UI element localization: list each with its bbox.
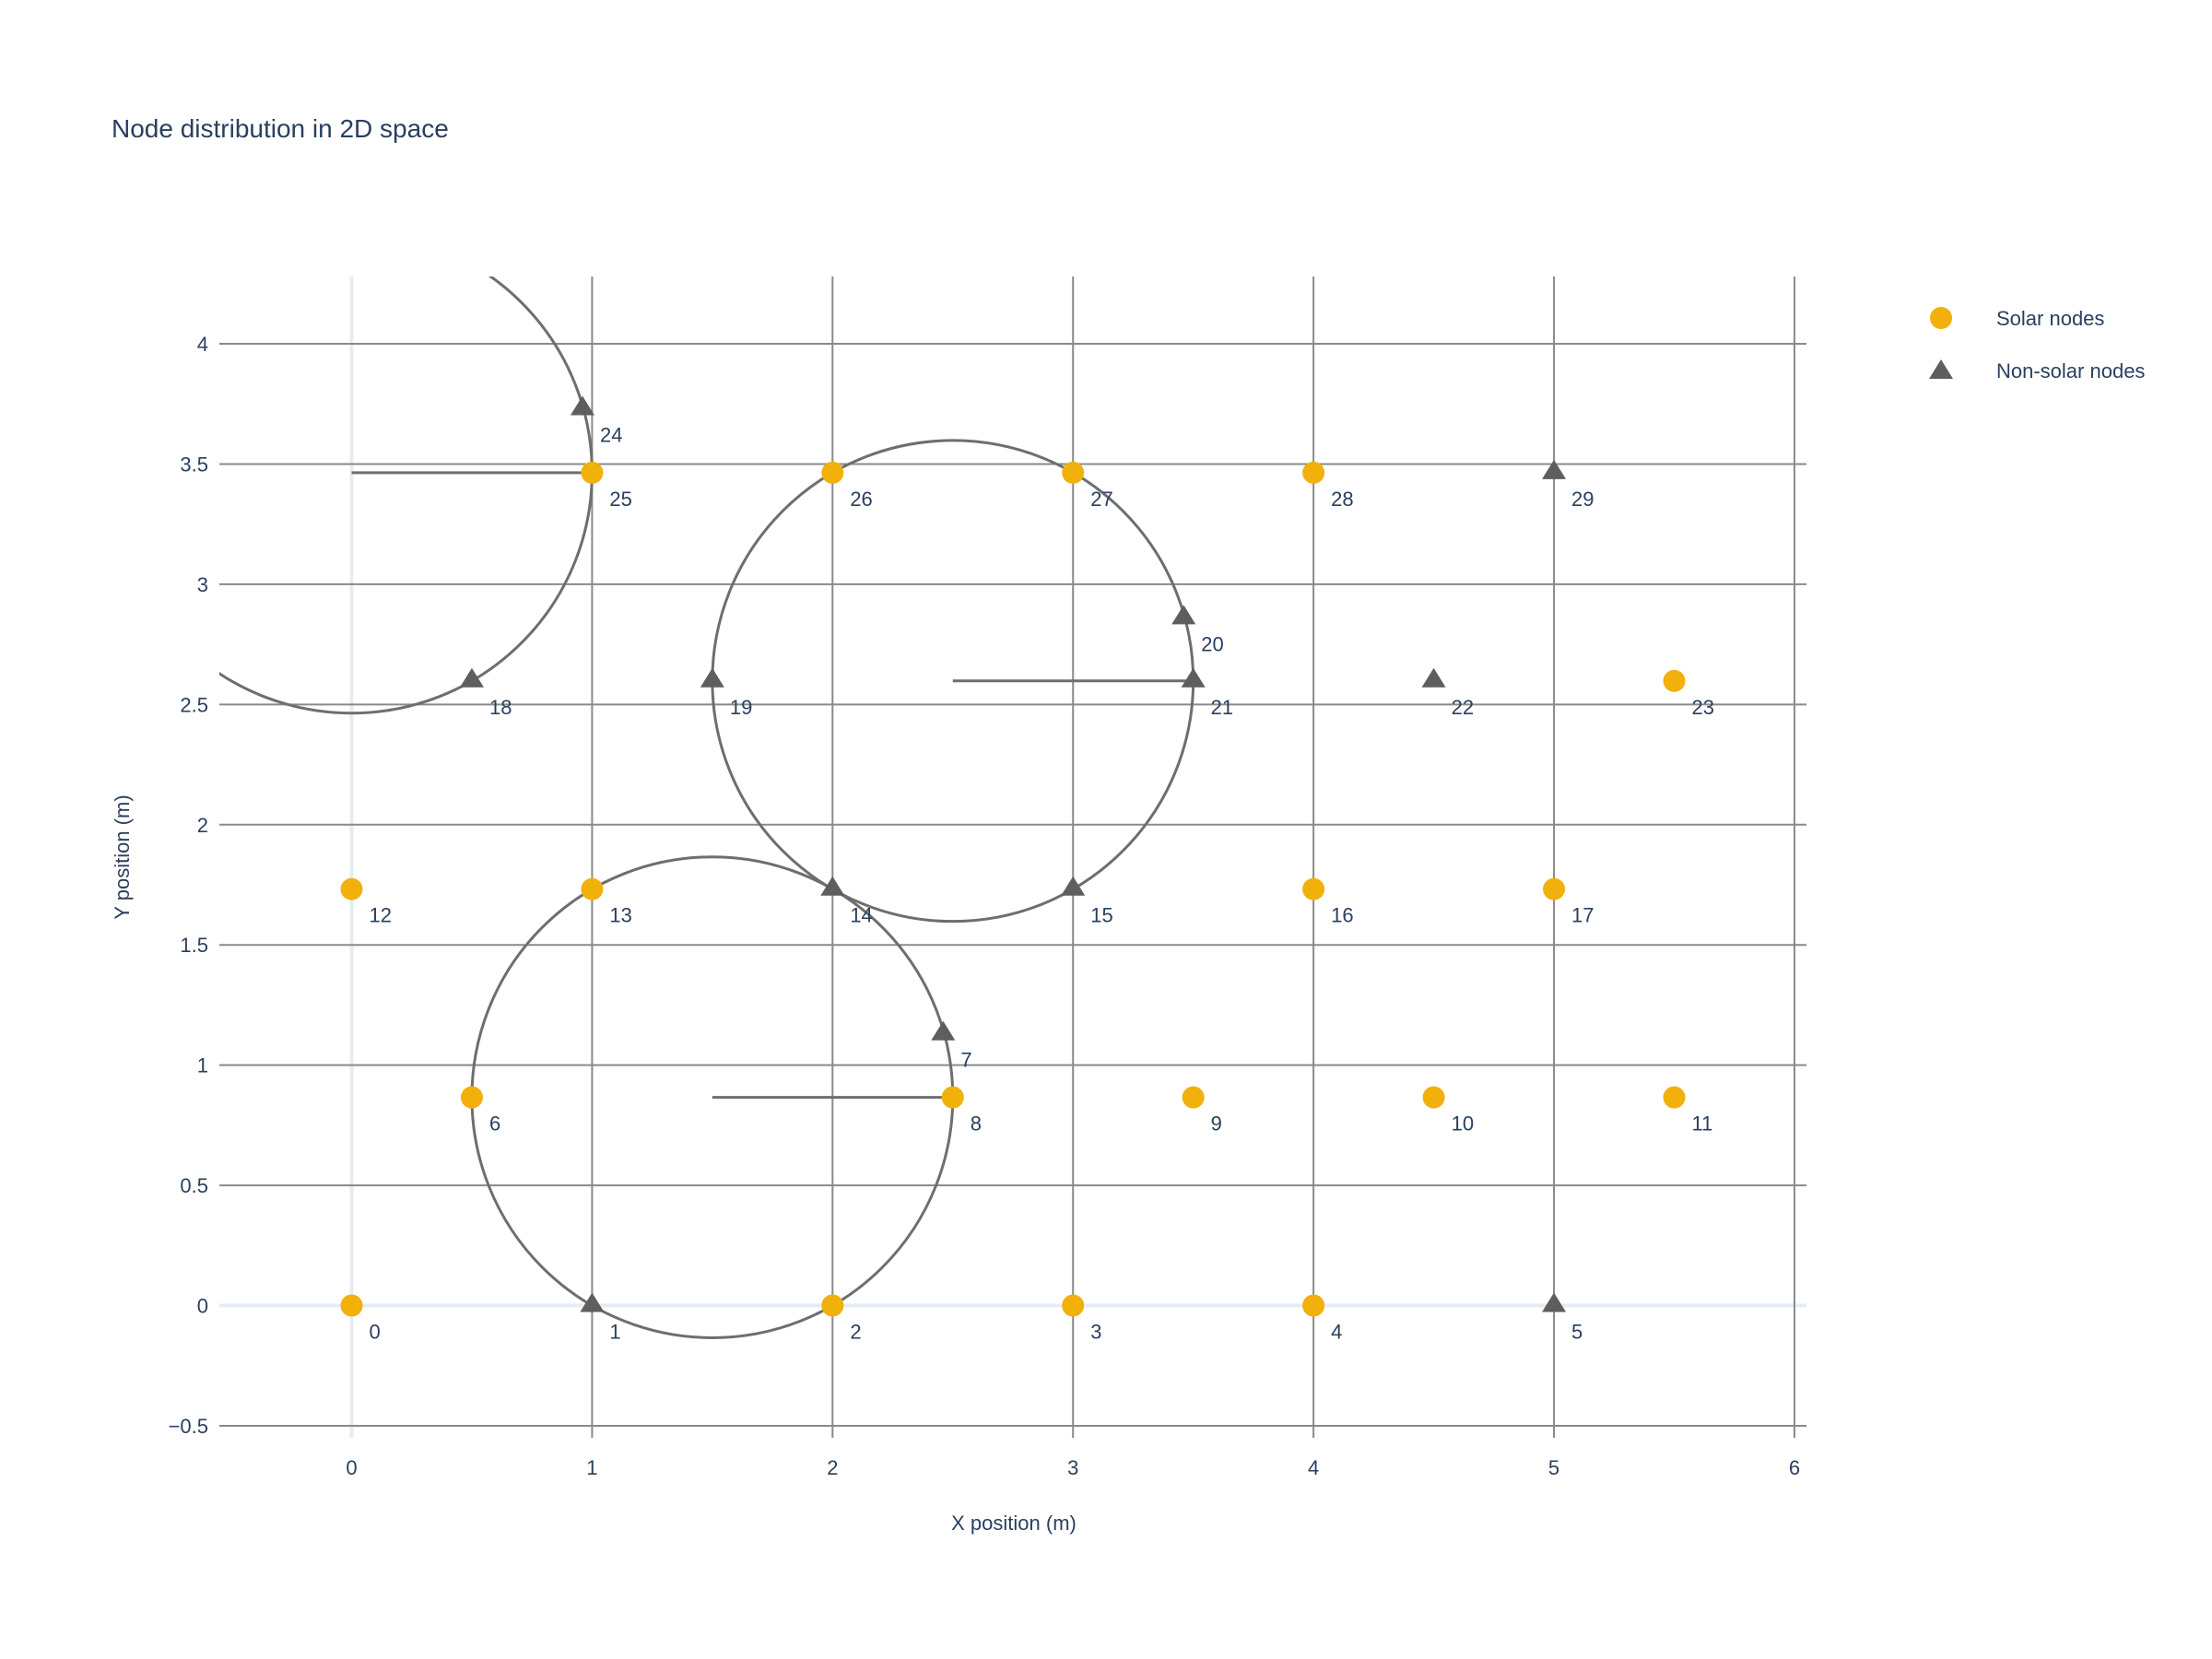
legend-solar-marker: [1930, 307, 1952, 329]
solar-node-marker: [1543, 877, 1566, 900]
y-tick-label: 1: [197, 1054, 208, 1077]
non-solar-node-marker: [1542, 459, 1567, 479]
solar-node-marker: [1663, 1086, 1686, 1109]
solar-node-marker: [581, 877, 604, 900]
node-label: 27: [1090, 488, 1112, 511]
solar-node-marker: [821, 1294, 844, 1317]
node-label: 9: [1211, 1112, 1222, 1135]
chart-title: Node distribution in 2D space: [112, 114, 449, 143]
node-label: 26: [850, 488, 872, 511]
non-solar-node-marker: [570, 395, 594, 416]
solar-node-marker: [1422, 1086, 1445, 1109]
x-tick-label: 4: [1308, 1456, 1319, 1479]
node-label: 5: [1571, 1321, 1583, 1344]
y-tick-label: 3.5: [180, 453, 208, 476]
node-label: 28: [1331, 488, 1353, 511]
node-label: 18: [489, 696, 512, 719]
solar-node-marker: [1182, 1086, 1205, 1109]
legend-non-solar-label: Non-solar nodes: [1996, 359, 2145, 382]
y-tick-label: 4: [197, 333, 208, 356]
non-solar-node-marker: [1171, 605, 1196, 625]
node-label: 29: [1571, 488, 1594, 511]
node-label: 7: [960, 1049, 971, 1072]
solar-node-marker: [460, 1086, 483, 1109]
node-label: 20: [1201, 632, 1223, 655]
x-tick-label: 3: [1067, 1456, 1078, 1479]
axis-ticks: 0 1 2 3 4 5 6−0.500.511.522.533.54: [169, 333, 1801, 1479]
node-label: 12: [370, 904, 392, 927]
y-tick-label: 0: [197, 1295, 208, 1318]
solar-node-marker: [340, 1294, 363, 1317]
y-tick-label: 0.5: [180, 1174, 208, 1197]
non-solar-node-marker: [459, 667, 484, 688]
node-label: 25: [609, 488, 631, 511]
legend-solar-label: Solar nodes: [1996, 307, 2104, 330]
node-label: 16: [1331, 904, 1353, 927]
node-label: 13: [609, 904, 631, 927]
grid-layer: [219, 276, 1806, 1438]
x-tick-label: 2: [827, 1456, 838, 1479]
non-solar-node-marker: [1542, 1292, 1567, 1312]
non-solar-node-marker: [580, 1292, 605, 1312]
node-label: 23: [1692, 696, 1714, 719]
solar-node-marker: [1302, 877, 1325, 900]
node-label: 4: [1331, 1321, 1342, 1344]
non-solar-node-marker: [1061, 876, 1086, 896]
y-tick-label: −0.5: [169, 1415, 208, 1438]
solar-node-marker: [581, 461, 604, 484]
node-label: 0: [370, 1321, 381, 1344]
solar-node-marker: [1062, 461, 1085, 484]
y-tick-label: 2: [197, 814, 208, 837]
x-tick-label: 6: [1789, 1456, 1800, 1479]
solar-node-marker: [821, 461, 844, 484]
node-label: 14: [850, 904, 872, 927]
node-label: 15: [1090, 904, 1112, 927]
x-tick-label: 5: [1548, 1456, 1559, 1479]
non-solar-node-marker: [1181, 667, 1206, 688]
node-label: 19: [730, 696, 752, 719]
y-tick-label: 2.5: [180, 693, 208, 716]
y-tick-label: 1.5: [180, 934, 208, 957]
y-tick-label: 3: [197, 573, 208, 596]
legend-item-solar[interactable]: Solar nodes: [1930, 307, 2104, 330]
solar-node-marker: [340, 877, 363, 900]
x-axis-title: X position (m): [951, 1512, 1077, 1535]
non-solar-node-marker: [700, 667, 724, 688]
solar-node-marker: [941, 1086, 964, 1109]
node-label: 1: [609, 1321, 620, 1344]
coverage-circles: [219, 276, 1195, 1339]
node-label: 8: [971, 1112, 982, 1135]
node-label: 3: [1090, 1321, 1101, 1344]
solar-node-marker: [1062, 1294, 1085, 1317]
legend[interactable]: Solar nodes Non-solar nodes: [1929, 307, 2145, 382]
x-tick-label: 1: [586, 1456, 597, 1479]
legend-non-solar-marker: [1929, 359, 1953, 379]
solar-node-marker: [1663, 669, 1686, 692]
x-tick-label: 0: [346, 1456, 357, 1479]
y-axis-title: Y position (m): [111, 794, 134, 919]
node-label: 22: [1452, 696, 1474, 719]
node-label: 21: [1211, 696, 1233, 719]
non-solar-node-marker: [931, 1020, 956, 1041]
non-solar-node-marker: [820, 876, 845, 896]
node-label: 17: [1571, 904, 1594, 927]
node-label: 2: [850, 1321, 861, 1344]
node-label: 10: [1452, 1112, 1474, 1135]
solar-node-marker: [1302, 1294, 1325, 1317]
non-solar-node-marker: [1421, 667, 1446, 688]
legend-item-non-solar[interactable]: Non-solar nodes: [1929, 359, 2145, 382]
node-label: 6: [489, 1112, 500, 1135]
node-label: 11: [1692, 1112, 1713, 1135]
solar-node-marker: [1302, 461, 1325, 484]
node-label: 24: [600, 423, 622, 446]
